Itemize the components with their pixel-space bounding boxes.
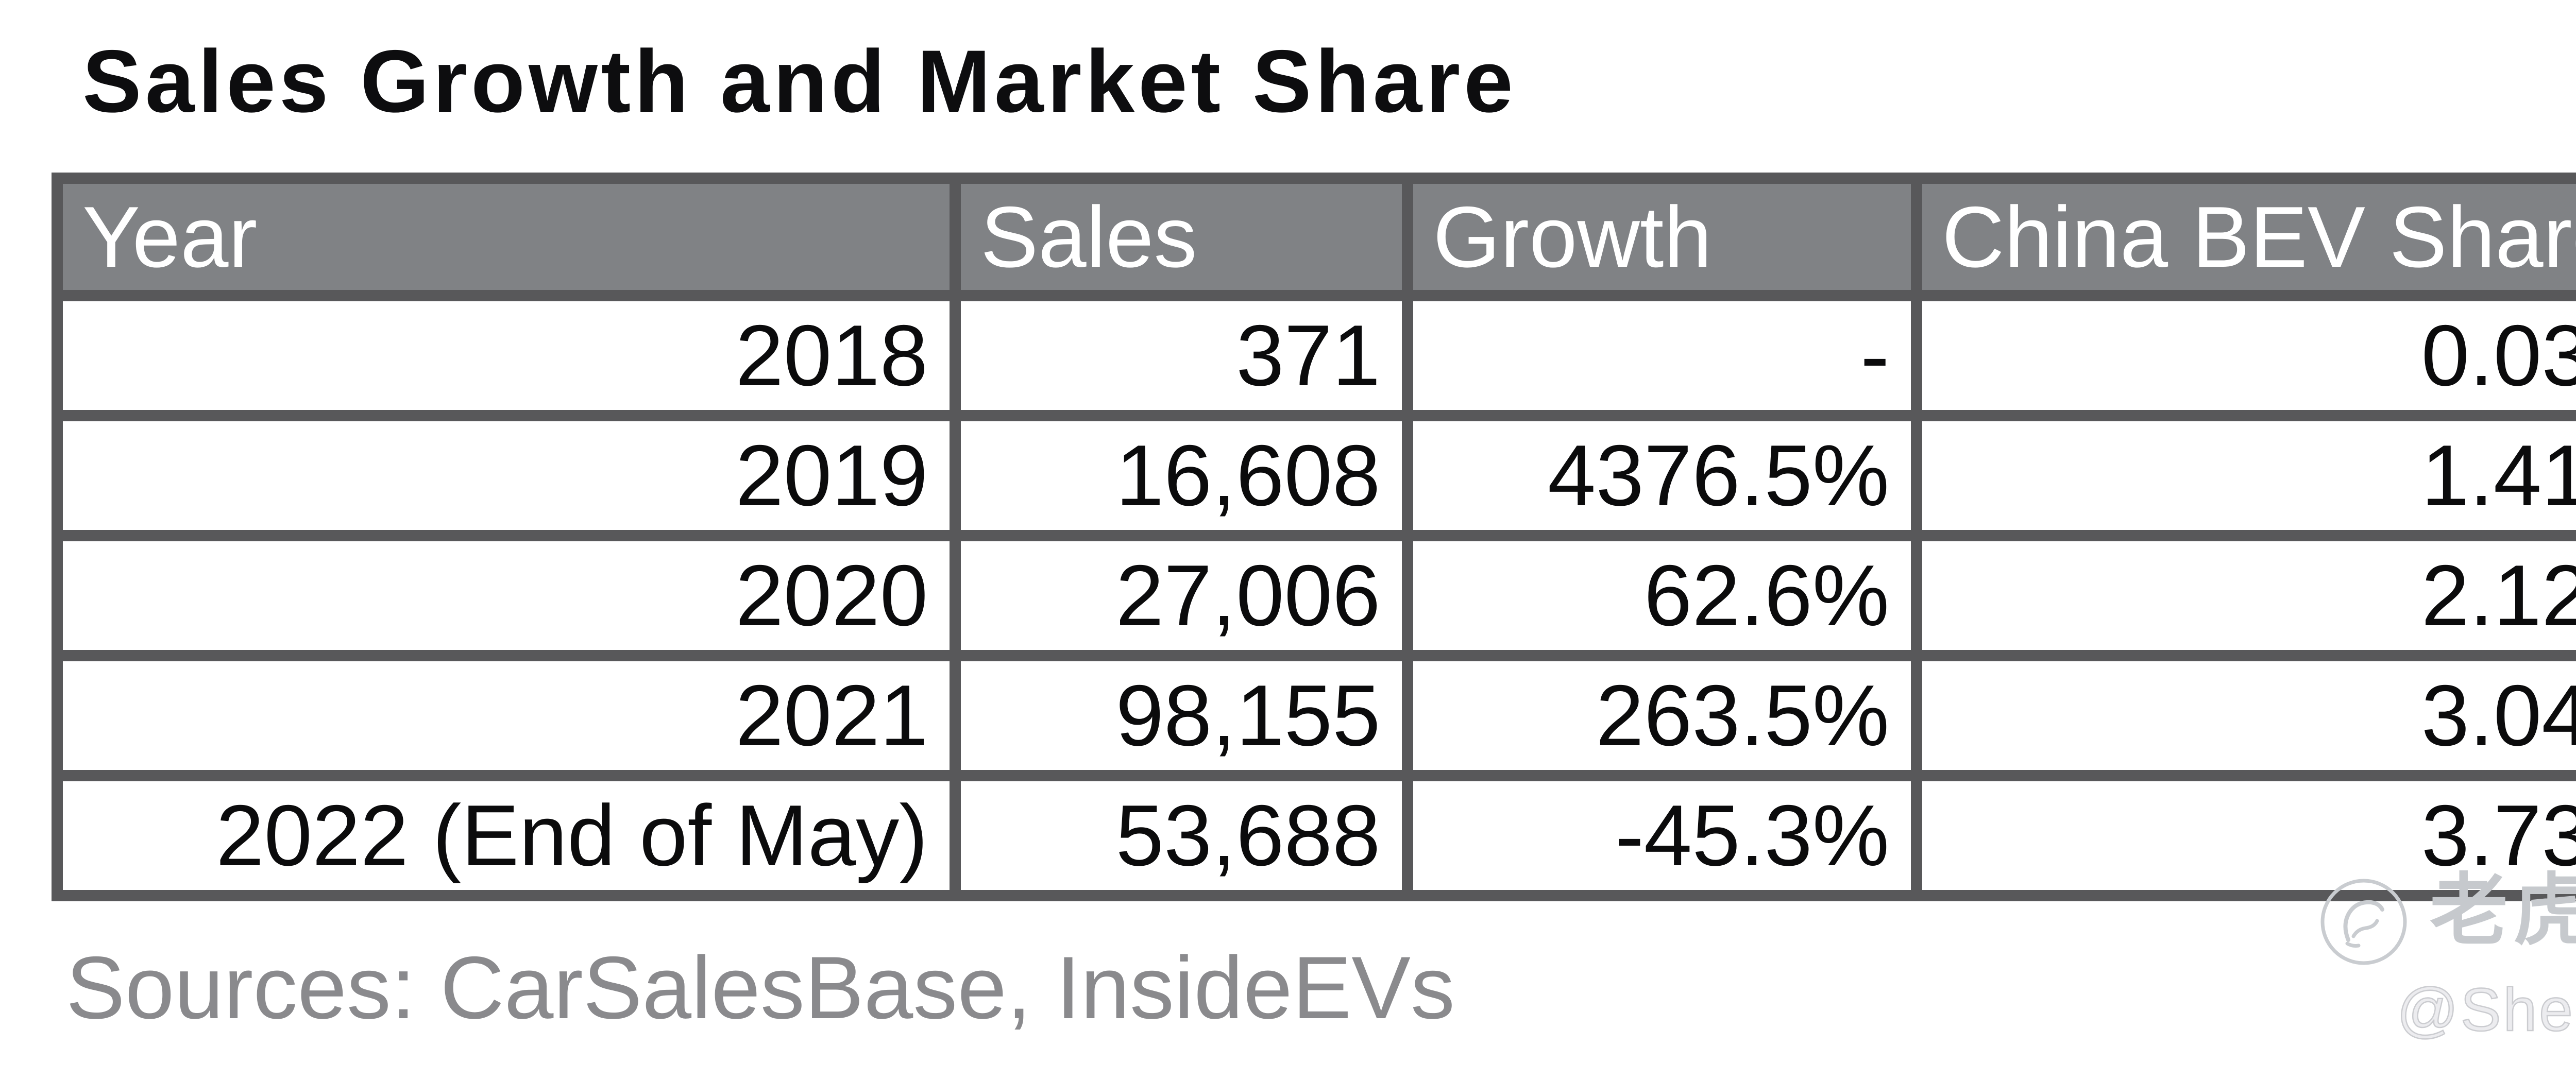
table-row: 2022 (End of May) 53,688 -45.3% 3.73% (51, 770, 2576, 901)
page-title: Sales Growth and Market Share (82, 32, 1517, 131)
sales-cell: 53,688 (950, 770, 1414, 901)
growth-cell: -45.3% (1402, 770, 1923, 901)
column-header-year: Year (51, 173, 961, 301)
share-cell: 1.41% (1911, 410, 2576, 541)
sales-growth-table: Year Sales Growth China BEV Share 2018 3… (51, 173, 2576, 901)
sales-cell: 371 (950, 290, 1414, 421)
sales-cell: 16,608 (950, 410, 1414, 541)
sales-cell: 27,006 (950, 530, 1414, 661)
column-header-china-bev-share: China BEV Share (1911, 173, 2576, 301)
table-row: 2020 27,006 62.6% 2.12% (51, 530, 2576, 661)
year-cell: 2020 (51, 530, 961, 661)
table-row: 2021 98,155 263.5% 3.04% (51, 650, 2576, 781)
growth-cell: - (1402, 290, 1923, 421)
year-cell: 2018 (51, 290, 961, 421)
column-header-sales: Sales (950, 173, 1414, 301)
column-header-growth: Growth (1402, 173, 1923, 301)
growth-cell: 62.6% (1402, 530, 1923, 661)
share-cell: 3.04% (1911, 650, 2576, 781)
table-row: 2019 16,608 4376.5% 1.41% (51, 410, 2576, 541)
growth-cell: 4376.5% (1402, 410, 1923, 541)
year-cell: 2021 (51, 650, 961, 781)
watermark-handle-text: @ShenGuang (2396, 976, 2576, 1044)
share-cell: 3.73% (1911, 770, 2576, 901)
share-cell: 0.03% (1911, 290, 2576, 421)
sources-note: Sources: CarSalesBase, InsideEVs (66, 938, 1455, 1037)
table-row: 2018 371 - 0.03% (51, 290, 2576, 421)
year-cell: 2022 (End of May) (51, 770, 961, 901)
year-cell: 2019 (51, 410, 961, 541)
share-cell: 2.12% (1911, 530, 2576, 661)
table-header-row: Year Sales Growth China BEV Share (51, 173, 2576, 301)
sales-cell: 98,155 (950, 650, 1414, 781)
growth-cell: 263.5% (1402, 650, 1923, 781)
